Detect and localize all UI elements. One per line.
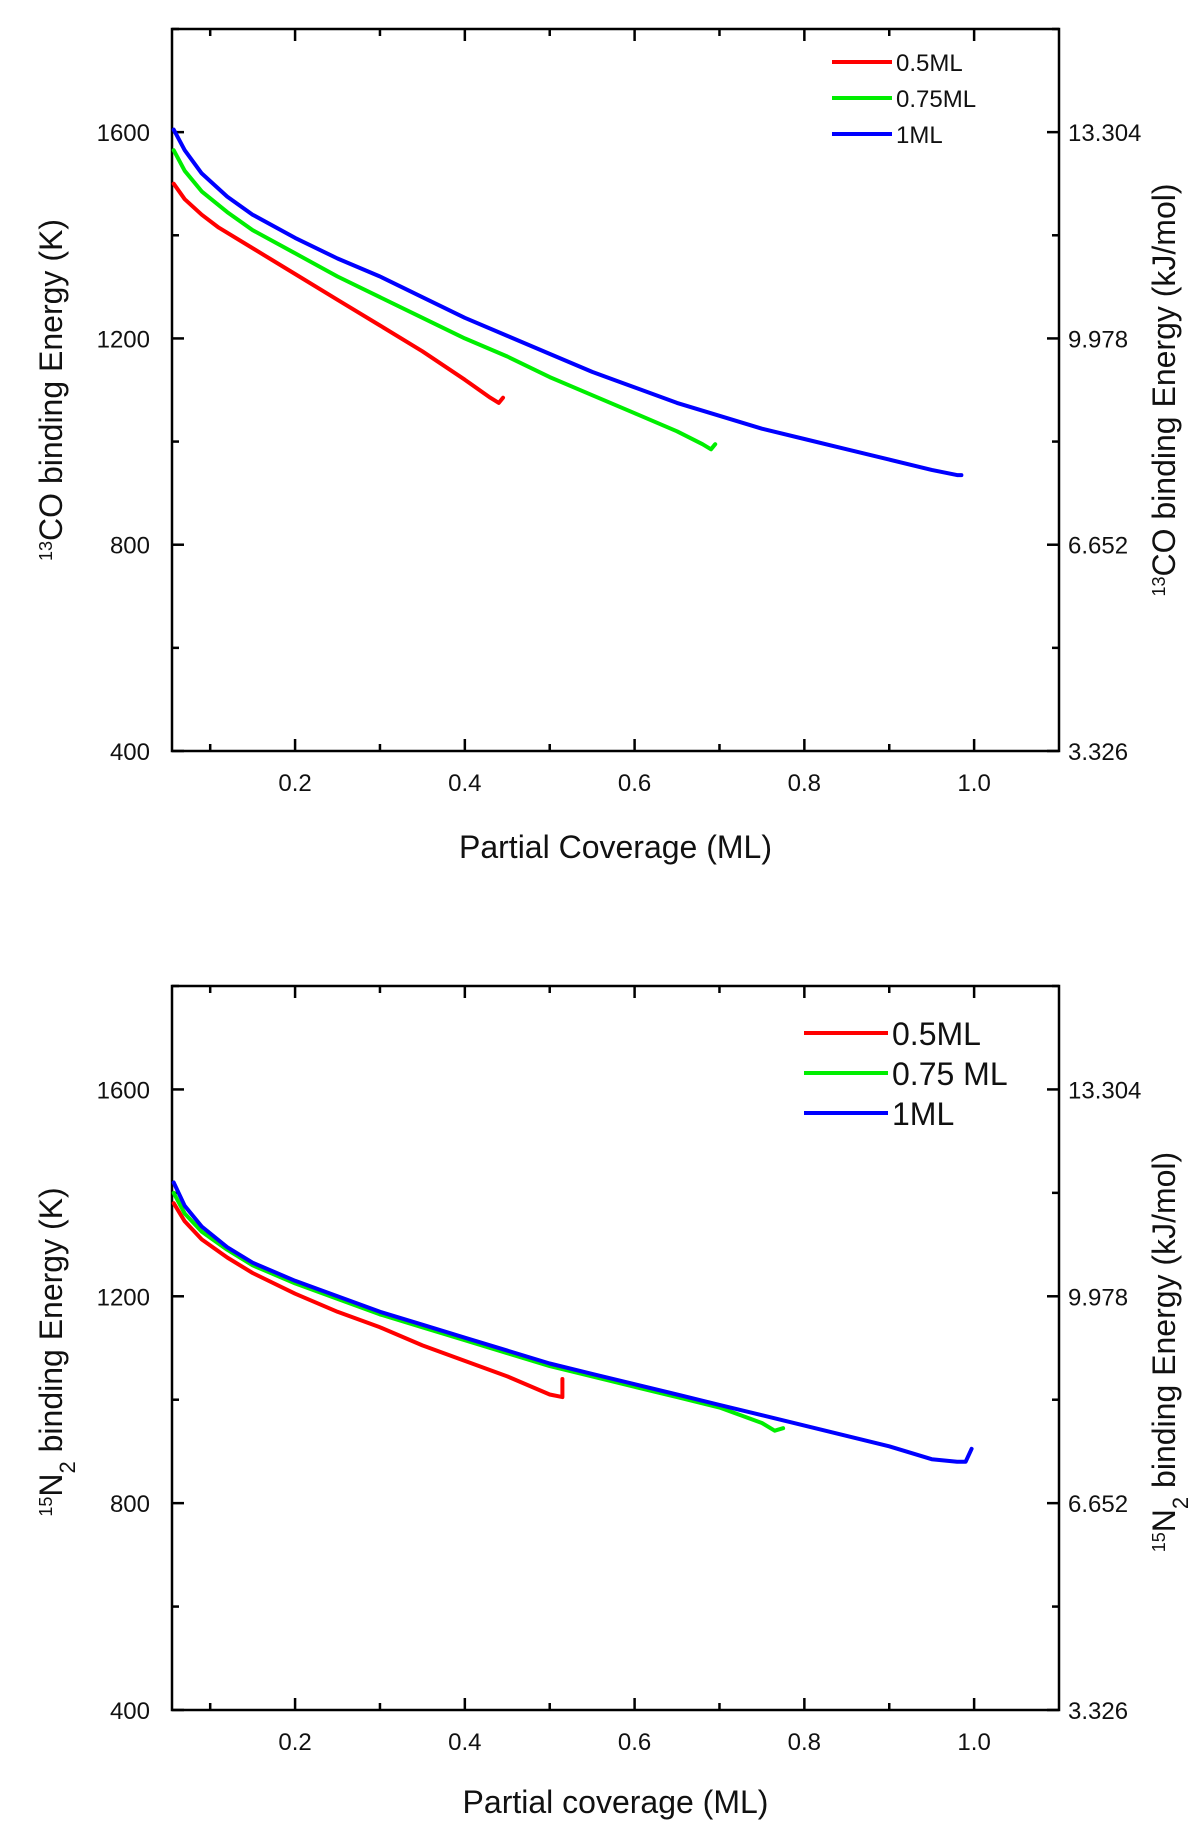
series-line-0.5ML	[171, 181, 505, 405]
y-tick-label: 400	[110, 1698, 150, 1725]
y-tick-label: 800	[110, 1491, 150, 1518]
y2-tick-label: 13.304	[1068, 1077, 1141, 1104]
y-tick-label: 800	[110, 533, 150, 560]
y-label-main: CO binding Energy (K)	[33, 219, 69, 541]
x-axis-title: Partial coverage (ML)	[463, 1784, 769, 1820]
y2-tick-label: 9.978	[1068, 1284, 1128, 1311]
legend-label: 0.5ML	[892, 1016, 981, 1052]
x-tick-label: 0.4	[448, 1729, 481, 1756]
series-line-1ML	[171, 127, 964, 478]
y2-label-sup: 15	[1149, 1532, 1169, 1552]
y2-tick-label: 3.326	[1068, 739, 1128, 766]
x-tick-label: 0.2	[278, 770, 311, 797]
series-line-0.5ML	[171, 1201, 565, 1400]
x-tick-label: 1.0	[957, 770, 990, 797]
x-tick-label: 0.8	[788, 770, 821, 797]
chart-top: 0.2 0.4 0.6 0.8 1.0 400 3.326 800 6.652 1200 9.978…	[33, 27, 1182, 865]
legend-label: 1ML	[892, 1096, 954, 1132]
x-tick-label: 0.2	[278, 1729, 311, 1756]
y-label-main: N	[33, 1474, 69, 1497]
y-tick-label: 1600	[97, 1077, 150, 1104]
y2-tick-label: 13.304	[1068, 120, 1141, 147]
chart-bottom: 0.2 0.4 0.6 0.8 1.0 400 3.326 800 6.652 1200 9.978…	[33, 984, 1193, 1820]
x-tick-label: 1.0	[957, 1729, 990, 1756]
x-tick-label: 0.6	[618, 770, 651, 797]
y2-tick-label: 9.978	[1068, 326, 1128, 353]
y-tick-label: 1600	[97, 120, 150, 147]
y2-tick-label: 6.652	[1068, 1491, 1128, 1518]
legend-label: 0.75ML	[896, 86, 976, 113]
y-tick-label: 1200	[97, 326, 150, 353]
legend-label: 0.5ML	[896, 50, 963, 77]
x-tick-label: 0.8	[788, 1729, 821, 1756]
series-line-0.75ML	[171, 1190, 786, 1433]
y2-axis-title: 13CO binding Energy (kJ/mol)	[1146, 183, 1182, 596]
y2-label-rest: binding Energy (kJ/mol)	[1146, 1152, 1182, 1497]
y-axis-title: 15N2 binding Energy (K)	[33, 1187, 80, 1516]
y2-axis-title: 15N2 binding Energy (kJ/mol)	[1146, 1152, 1193, 1552]
y2-label-main: N	[1146, 1509, 1182, 1532]
legend-label: 0.75 ML	[892, 1056, 1008, 1092]
y2-label-main: CO binding Energy (kJ/mol)	[1146, 183, 1182, 576]
legend-label: 1ML	[896, 122, 943, 149]
x-axis-title: Partial Coverage (ML)	[459, 829, 772, 865]
plot-frame-top	[170, 27, 1061, 753]
y-label-sub: 2	[55, 1461, 80, 1473]
plot-frame-bottom	[170, 984, 1061, 1712]
x-tick-label: 0.4	[448, 770, 481, 797]
y2-label-sup: 13	[1149, 577, 1169, 597]
series-line-0.75ML	[171, 148, 718, 452]
x-tick-label: 0.6	[618, 1729, 651, 1756]
y2-label-sub: 2	[1168, 1497, 1193, 1509]
y-axis-title: 13CO binding Energy (K)	[33, 219, 69, 561]
y2-tick-label: 6.652	[1068, 533, 1128, 560]
series-line-1ML	[171, 1180, 974, 1464]
y-label-rest: binding Energy (K)	[33, 1187, 69, 1461]
y-label-sup: 13	[36, 541, 56, 561]
y2-tick-label: 3.326	[1068, 1698, 1128, 1725]
y-tick-label: 1200	[97, 1284, 150, 1311]
y-label-sup: 15	[36, 1497, 56, 1517]
y-tick-label: 400	[110, 739, 150, 766]
